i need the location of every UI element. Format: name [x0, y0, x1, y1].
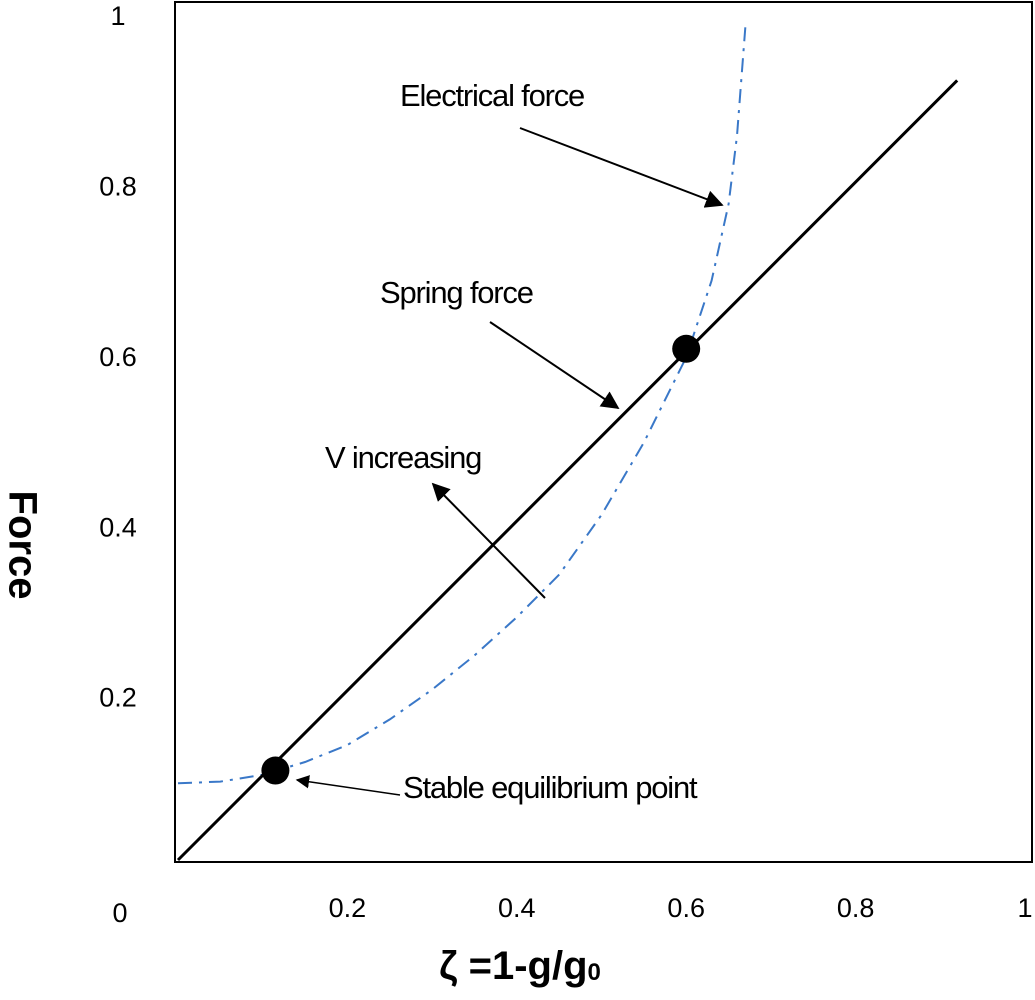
- y-tick-label: 0.8: [99, 172, 137, 202]
- arrow: [431, 482, 546, 599]
- x-tick-label: 0.4: [498, 893, 536, 923]
- x-tick-label: 0.8: [837, 893, 875, 923]
- annotation: Spring force: [380, 275, 533, 310]
- y-tick-label: 1: [110, 1, 125, 31]
- annotation: Stable equilibrium point: [403, 770, 698, 805]
- x-tick-label: 0.6: [667, 893, 705, 923]
- arrow: [295, 775, 401, 796]
- x-tick-label: 0: [112, 898, 127, 928]
- equilibrium-point: [672, 334, 701, 363]
- series-line: [176, 79, 959, 862]
- annotation: Electrical force: [400, 78, 584, 113]
- series-line: [177, 24, 747, 785]
- x-tick-label: 1: [1017, 893, 1032, 923]
- x-axis-label: ζ =1-g/g0: [439, 944, 601, 988]
- equilibrium-point: [261, 756, 290, 785]
- arrow: [489, 321, 620, 410]
- annotation: V increasing: [325, 440, 481, 475]
- x-tick-label: 0.2: [329, 893, 367, 923]
- y-tick-label: 0.6: [99, 342, 137, 372]
- arrow: [519, 127, 724, 208]
- y-axis-label: Force: [0, 491, 44, 600]
- plot-frame: [174, 1, 1033, 863]
- y-tick-label: 0.2: [99, 683, 137, 713]
- y-tick-label: 0.4: [99, 512, 137, 542]
